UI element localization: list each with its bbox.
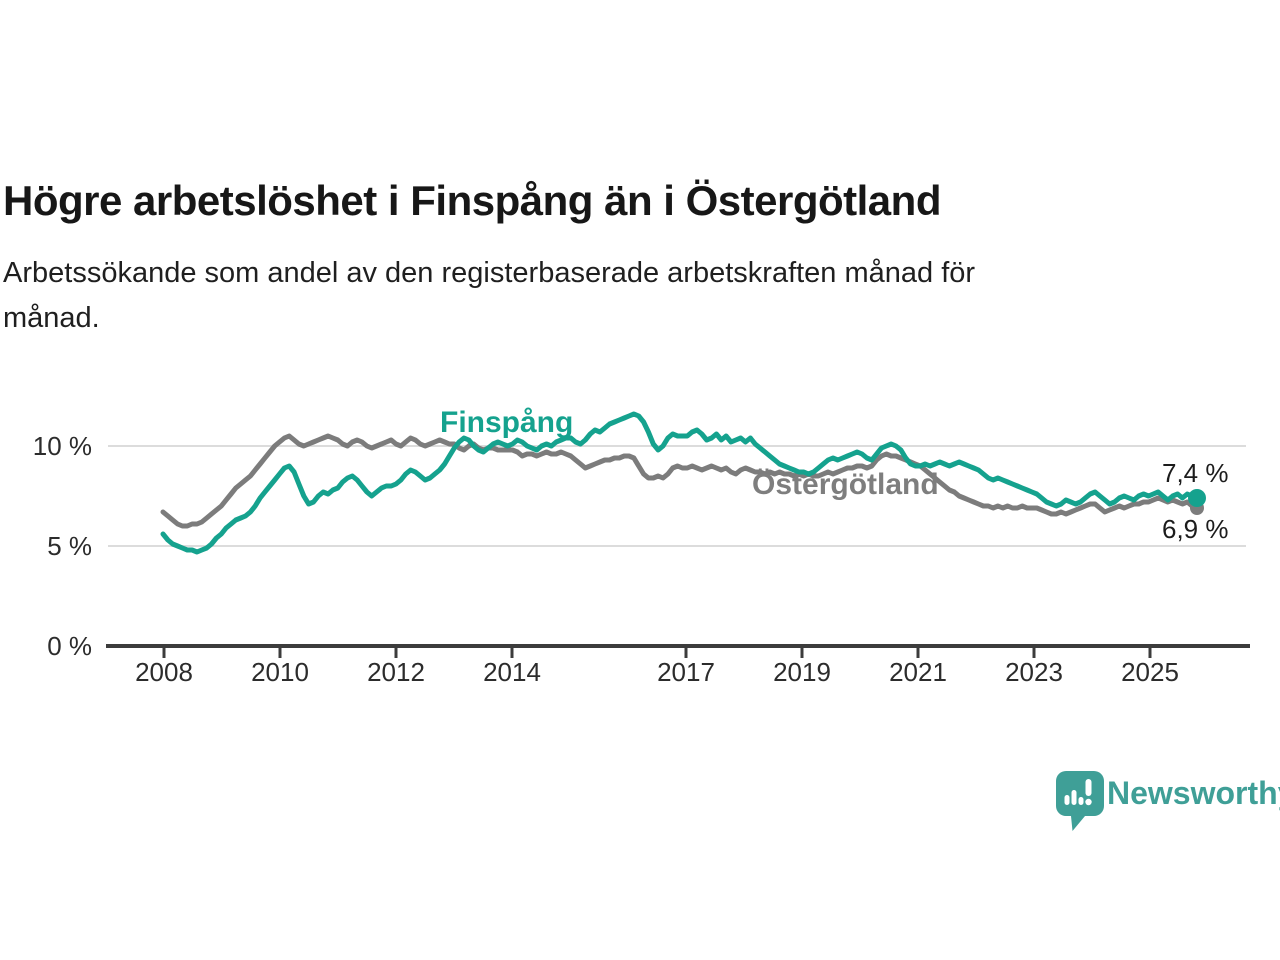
series-label-finspang: Finspång: [440, 406, 574, 439]
y-tick-label-5: 5 %: [47, 531, 92, 561]
x-tick-label-2014: 2014: [483, 657, 541, 687]
x-tick-label-2025: 2025: [1121, 657, 1179, 687]
y-tick-label-10: 10 %: [32, 431, 92, 461]
x-tick-label-2019: 2019: [773, 657, 831, 687]
end-value-label-ostergotland: 6,9 %: [1162, 514, 1229, 544]
exclamation-bar: [1085, 779, 1092, 796]
x-tick-label-2023: 2023: [1005, 657, 1063, 687]
page-title: Högre arbetslöshet i Finspång än i Öster…: [3, 177, 941, 225]
x-tick-label-2021: 2021: [889, 657, 947, 687]
subtitle-line-2: månad.: [3, 302, 100, 334]
subtitle-line-1: Arbetssökande som andel av den registerb…: [3, 257, 976, 289]
x-tick-label-2008: 2008: [135, 657, 193, 687]
x-tick-label-2017: 2017: [657, 657, 715, 687]
bar-1: [1064, 795, 1070, 805]
chart-subtitle: Arbetssökande som andel av den registerb…: [3, 251, 1223, 341]
end-dot-finspng: [1188, 489, 1206, 507]
line-stergtland: [160, 433, 1200, 529]
line-finspng: [160, 411, 1200, 555]
bar-3: [1078, 797, 1084, 805]
y-tick-label-0: 0 %: [47, 631, 92, 661]
end-value-label-finspang: 7,4 %: [1162, 458, 1229, 488]
x-tick-label-2010: 2010: [251, 657, 309, 687]
newsworthy-brand-text: Newsworthy: [1107, 775, 1280, 811]
series-label-ostergotland: Östergötland: [752, 468, 939, 501]
bar-2: [1071, 790, 1077, 805]
x-tick-label-2012: 2012: [367, 657, 425, 687]
exclamation-dot: [1085, 798, 1092, 806]
newsworthy-logo-icon: [1056, 771, 1104, 831]
